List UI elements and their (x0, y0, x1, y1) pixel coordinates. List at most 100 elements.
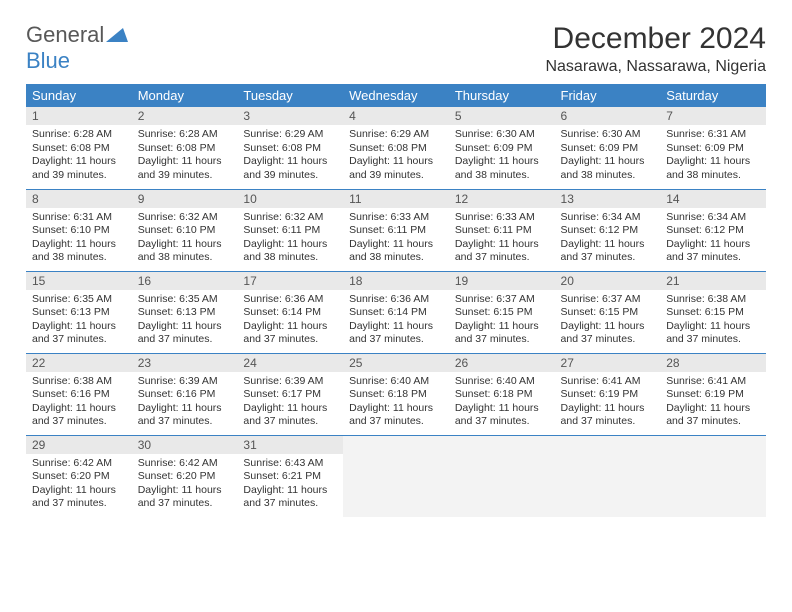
day-number: 30 (132, 436, 238, 454)
day-cell: 17Sunrise: 6:36 AMSunset: 6:14 PMDayligh… (237, 271, 343, 353)
day-cell: 8Sunrise: 6:31 AMSunset: 6:10 PMDaylight… (26, 189, 132, 271)
day-cell: 4Sunrise: 6:29 AMSunset: 6:08 PMDaylight… (343, 107, 449, 189)
day-number: 26 (449, 354, 555, 372)
day-cell: 19Sunrise: 6:37 AMSunset: 6:15 PMDayligh… (449, 271, 555, 353)
day-cell: 10Sunrise: 6:32 AMSunset: 6:11 PMDayligh… (237, 189, 343, 271)
day-number: 27 (555, 354, 661, 372)
day-number: 20 (555, 272, 661, 290)
day-details: Sunrise: 6:29 AMSunset: 6:08 PMDaylight:… (343, 125, 449, 187)
day-number: 21 (660, 272, 766, 290)
day-number: 22 (26, 354, 132, 372)
day-number: 19 (449, 272, 555, 290)
day-details: Sunrise: 6:38 AMSunset: 6:15 PMDaylight:… (660, 290, 766, 352)
day-details: Sunrise: 6:42 AMSunset: 6:20 PMDaylight:… (26, 454, 132, 516)
day-details: Sunrise: 6:38 AMSunset: 6:16 PMDaylight:… (26, 372, 132, 434)
day-number: 16 (132, 272, 238, 290)
weekday-header: Sunday (26, 84, 132, 107)
logo-sail-icon (106, 26, 128, 42)
day-details: Sunrise: 6:37 AMSunset: 6:15 PMDaylight:… (555, 290, 661, 352)
day-cell: 23Sunrise: 6:39 AMSunset: 6:16 PMDayligh… (132, 353, 238, 435)
day-details: Sunrise: 6:40 AMSunset: 6:18 PMDaylight:… (343, 372, 449, 434)
day-details: Sunrise: 6:41 AMSunset: 6:19 PMDaylight:… (555, 372, 661, 434)
day-number: 24 (237, 354, 343, 372)
day-details: Sunrise: 6:37 AMSunset: 6:15 PMDaylight:… (449, 290, 555, 352)
day-cell: 27Sunrise: 6:41 AMSunset: 6:19 PMDayligh… (555, 353, 661, 435)
day-number: 17 (237, 272, 343, 290)
day-cell: 30Sunrise: 6:42 AMSunset: 6:20 PMDayligh… (132, 435, 238, 517)
day-number: 14 (660, 190, 766, 208)
day-cell: 28Sunrise: 6:41 AMSunset: 6:19 PMDayligh… (660, 353, 766, 435)
day-cell: 31Sunrise: 6:43 AMSunset: 6:21 PMDayligh… (237, 435, 343, 517)
day-number: 9 (132, 190, 238, 208)
day-details: Sunrise: 6:31 AMSunset: 6:09 PMDaylight:… (660, 125, 766, 187)
empty-cell (555, 435, 661, 517)
day-cell: 12Sunrise: 6:33 AMSunset: 6:11 PMDayligh… (449, 189, 555, 271)
day-cell: 13Sunrise: 6:34 AMSunset: 6:12 PMDayligh… (555, 189, 661, 271)
calendar-body: 1Sunrise: 6:28 AMSunset: 6:08 PMDaylight… (26, 107, 766, 517)
day-number: 13 (555, 190, 661, 208)
day-number: 12 (449, 190, 555, 208)
location-text: Nasarawa, Nassarawa, Nigeria (545, 58, 766, 76)
day-cell: 3Sunrise: 6:29 AMSunset: 6:08 PMDaylight… (237, 107, 343, 189)
day-details: Sunrise: 6:30 AMSunset: 6:09 PMDaylight:… (555, 125, 661, 187)
day-number: 1 (26, 107, 132, 125)
day-details: Sunrise: 6:28 AMSunset: 6:08 PMDaylight:… (26, 125, 132, 187)
day-number: 18 (343, 272, 449, 290)
day-details: Sunrise: 6:36 AMSunset: 6:14 PMDaylight:… (237, 290, 343, 352)
empty-cell (449, 435, 555, 517)
day-details: Sunrise: 6:28 AMSunset: 6:08 PMDaylight:… (132, 125, 238, 187)
day-cell: 6Sunrise: 6:30 AMSunset: 6:09 PMDaylight… (555, 107, 661, 189)
day-number: 29 (26, 436, 132, 454)
day-number: 25 (343, 354, 449, 372)
day-details: Sunrise: 6:33 AMSunset: 6:11 PMDaylight:… (449, 208, 555, 270)
logo-text-blue: Blue (26, 48, 70, 73)
weekday-header: Friday (555, 84, 661, 107)
day-details: Sunrise: 6:32 AMSunset: 6:10 PMDaylight:… (132, 208, 238, 270)
day-cell: 15Sunrise: 6:35 AMSunset: 6:13 PMDayligh… (26, 271, 132, 353)
day-details: Sunrise: 6:43 AMSunset: 6:21 PMDaylight:… (237, 454, 343, 516)
day-details: Sunrise: 6:31 AMSunset: 6:10 PMDaylight:… (26, 208, 132, 270)
title-block: December 2024 Nasarawa, Nassarawa, Niger… (545, 22, 766, 76)
day-number: 4 (343, 107, 449, 125)
day-details: Sunrise: 6:36 AMSunset: 6:14 PMDaylight:… (343, 290, 449, 352)
day-details: Sunrise: 6:39 AMSunset: 6:16 PMDaylight:… (132, 372, 238, 434)
day-details: Sunrise: 6:39 AMSunset: 6:17 PMDaylight:… (237, 372, 343, 434)
empty-cell (343, 435, 449, 517)
day-details: Sunrise: 6:42 AMSunset: 6:20 PMDaylight:… (132, 454, 238, 516)
day-details: Sunrise: 6:29 AMSunset: 6:08 PMDaylight:… (237, 125, 343, 187)
day-cell: 21Sunrise: 6:38 AMSunset: 6:15 PMDayligh… (660, 271, 766, 353)
calendar-row: 15Sunrise: 6:35 AMSunset: 6:13 PMDayligh… (26, 271, 766, 353)
day-number: 23 (132, 354, 238, 372)
day-details: Sunrise: 6:41 AMSunset: 6:19 PMDaylight:… (660, 372, 766, 434)
weekday-header: Wednesday (343, 84, 449, 107)
day-cell: 16Sunrise: 6:35 AMSunset: 6:13 PMDayligh… (132, 271, 238, 353)
calendar-row: 29Sunrise: 6:42 AMSunset: 6:20 PMDayligh… (26, 435, 766, 517)
day-cell: 18Sunrise: 6:36 AMSunset: 6:14 PMDayligh… (343, 271, 449, 353)
day-cell: 25Sunrise: 6:40 AMSunset: 6:18 PMDayligh… (343, 353, 449, 435)
weekday-header-row: SundayMondayTuesdayWednesdayThursdayFrid… (26, 84, 766, 107)
calendar-table: SundayMondayTuesdayWednesdayThursdayFrid… (26, 84, 766, 517)
calendar-row: 1Sunrise: 6:28 AMSunset: 6:08 PMDaylight… (26, 107, 766, 189)
day-cell: 7Sunrise: 6:31 AMSunset: 6:09 PMDaylight… (660, 107, 766, 189)
day-details: Sunrise: 6:32 AMSunset: 6:11 PMDaylight:… (237, 208, 343, 270)
weekday-header: Saturday (660, 84, 766, 107)
day-details: Sunrise: 6:34 AMSunset: 6:12 PMDaylight:… (660, 208, 766, 270)
day-details: Sunrise: 6:40 AMSunset: 6:18 PMDaylight:… (449, 372, 555, 434)
day-number: 7 (660, 107, 766, 125)
calendar-row: 8Sunrise: 6:31 AMSunset: 6:10 PMDaylight… (26, 189, 766, 271)
day-number: 3 (237, 107, 343, 125)
day-details: Sunrise: 6:35 AMSunset: 6:13 PMDaylight:… (132, 290, 238, 352)
day-cell: 20Sunrise: 6:37 AMSunset: 6:15 PMDayligh… (555, 271, 661, 353)
day-details: Sunrise: 6:30 AMSunset: 6:09 PMDaylight:… (449, 125, 555, 187)
day-number: 31 (237, 436, 343, 454)
weekday-header: Thursday (449, 84, 555, 107)
weekday-header: Monday (132, 84, 238, 107)
day-number: 2 (132, 107, 238, 125)
day-cell: 9Sunrise: 6:32 AMSunset: 6:10 PMDaylight… (132, 189, 238, 271)
day-cell: 1Sunrise: 6:28 AMSunset: 6:08 PMDaylight… (26, 107, 132, 189)
month-title: December 2024 (545, 22, 766, 56)
day-number: 10 (237, 190, 343, 208)
calendar-row: 22Sunrise: 6:38 AMSunset: 6:16 PMDayligh… (26, 353, 766, 435)
day-cell: 22Sunrise: 6:38 AMSunset: 6:16 PMDayligh… (26, 353, 132, 435)
day-number: 28 (660, 354, 766, 372)
